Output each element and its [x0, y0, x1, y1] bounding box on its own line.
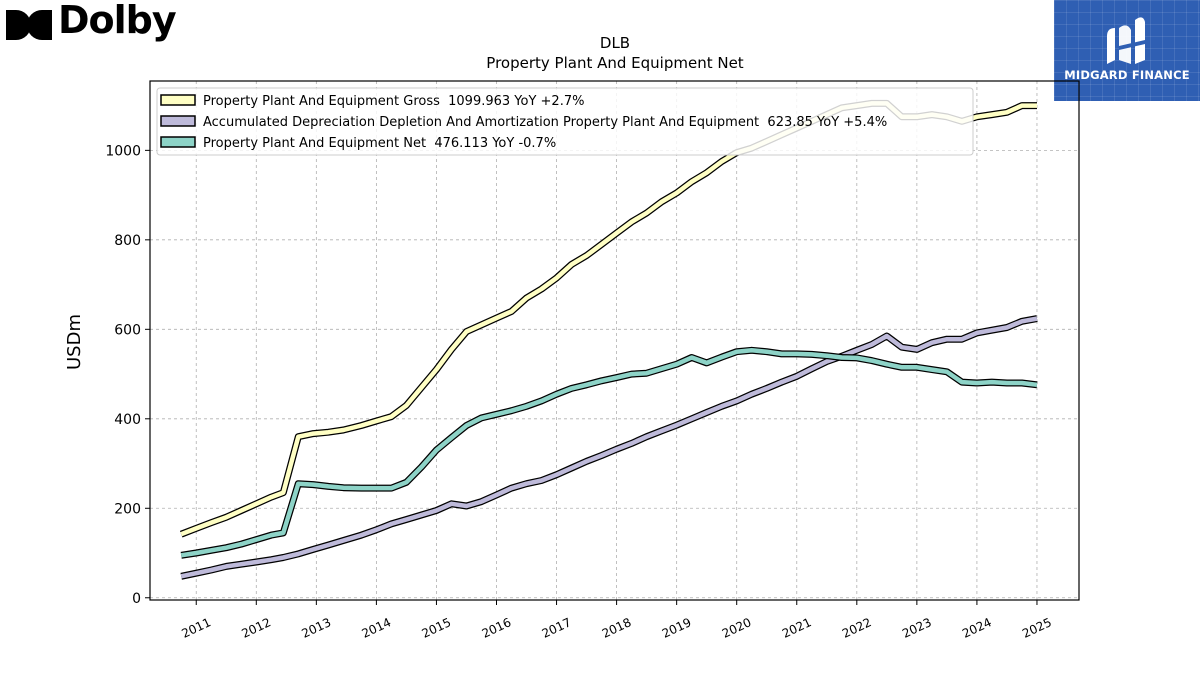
series-line-outline-1 [180, 315, 1038, 580]
series-layer [179, 99, 1038, 580]
legend-label-1: Accumulated Depreciation Depletion And A… [203, 115, 887, 130]
x-tick-label: 2018 [600, 615, 634, 641]
x-tick-label: 2014 [360, 615, 394, 641]
legend-swatch-0 [160, 94, 196, 106]
x-tick-label: 2011 [179, 615, 213, 641]
series-line-2 [180, 348, 1038, 558]
y-tick-label: 200 [114, 501, 141, 517]
y-axis-label: USDm [64, 314, 85, 370]
x-tick-label: 2016 [480, 615, 514, 641]
x-tick-label: 2013 [300, 615, 334, 641]
legend-swatch-2 [160, 136, 196, 148]
dolby-double-d-icon [6, 10, 52, 40]
brand-logo: Dolby [4, 0, 177, 48]
brand-wordmark: Dolby [58, 0, 177, 42]
series-line-1 [180, 316, 1038, 579]
x-tick-label: 2022 [840, 615, 874, 641]
y-tick-label: 800 [114, 233, 141, 249]
legend-box [156, 87, 974, 156]
legend-swatch-1 [160, 115, 196, 127]
x-tick-label: 2025 [1020, 615, 1054, 641]
x-tick-label: 2017 [540, 615, 574, 641]
series-line-outline-0 [179, 99, 1037, 538]
plot-frame [149, 80, 1080, 601]
legend-label-2: Property Plant And Equipment Net 476.113… [203, 136, 556, 151]
y-axis: 0 200 400 600 800 1000 [105, 143, 150, 607]
midgard-m-icon [1107, 17, 1145, 64]
x-tick-label: 2024 [960, 615, 994, 641]
x-tick-label: 2023 [900, 615, 934, 641]
chart-title: DLB [600, 34, 630, 52]
partner-badge: MIDGARD FINANCE [1054, 0, 1200, 101]
chart-subtitle: Property Plant And Equipment Net [486, 54, 743, 72]
y-tick-label: 600 [114, 322, 141, 338]
legend: Property Plant And Equipment Gross 1099.… [156, 87, 974, 156]
x-tick-label: 2012 [239, 615, 273, 641]
x-tick-label: 2019 [660, 615, 694, 641]
x-tick-label: 2020 [720, 615, 754, 641]
x-tick-label: 2021 [780, 615, 814, 641]
series-line-0 [180, 101, 1037, 537]
y-tick-label: 0 [132, 591, 141, 607]
x-tick-label: 2015 [420, 615, 454, 641]
x-axis: 2011 2012 2013 2014 2015 2016 2017 2018 2019 2020… [179, 600, 1054, 641]
legend-label-0: Property Plant And Equipment Gross 1099.… [203, 94, 584, 109]
y-tick-label: 400 [114, 412, 141, 428]
y-tick-label: 1000 [105, 143, 141, 159]
partner-name: MIDGARD FINANCE [1064, 68, 1190, 82]
